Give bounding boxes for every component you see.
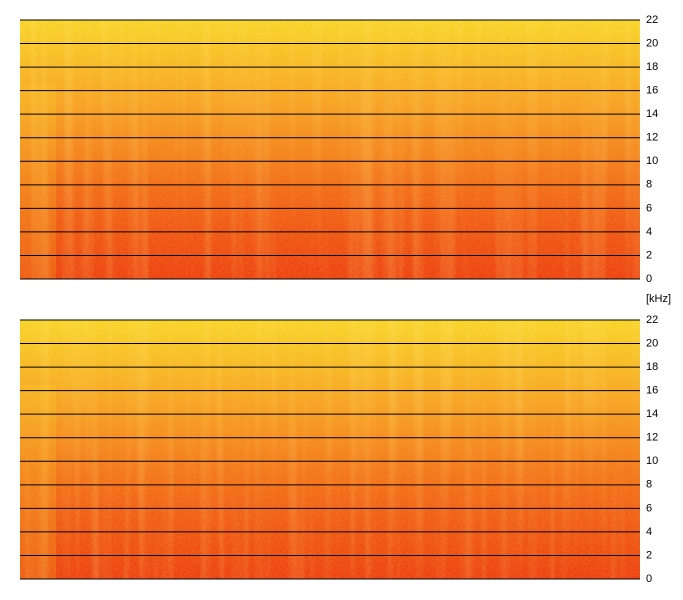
spectrogram-edge (20, 84, 56, 279)
y-tick-label: 10 (646, 155, 658, 167)
y-tick-label: 12 (646, 432, 658, 444)
y-tick-label: 22 (646, 314, 658, 326)
spectrogram-streaks (20, 320, 640, 579)
y-tick-label: 20 (646, 337, 658, 349)
y-tick-label: 20 (646, 37, 658, 49)
y-tick-label: 0 (646, 273, 652, 285)
spectrogram-streaks (20, 20, 640, 279)
y-tick-label: 2 (646, 249, 652, 261)
y-tick-label: 14 (646, 108, 658, 120)
y-tick-label: 10 (646, 455, 658, 467)
spectrogram-edge (20, 384, 56, 579)
y-tick-label: 18 (646, 61, 658, 73)
y-tick-label: 4 (646, 526, 652, 538)
y-tick-label: 0 (646, 573, 652, 585)
y-tick-label: 22 (646, 14, 658, 26)
y-tick-label: 2 (646, 549, 652, 561)
y-tick-label: 8 (646, 479, 652, 491)
y-tick-label: 16 (646, 85, 658, 97)
y-axis-label: [kHz] (646, 293, 671, 305)
y-tick-label: 4 (646, 226, 652, 238)
y-tick-label: 6 (646, 502, 652, 514)
y-tick-label: 16 (646, 385, 658, 397)
y-tick-label: 14 (646, 408, 658, 420)
y-tick-label: 12 (646, 132, 658, 144)
y-tick-label: 18 (646, 361, 658, 373)
y-tick-label: 8 (646, 179, 652, 191)
y-tick-label: 6 (646, 202, 652, 214)
